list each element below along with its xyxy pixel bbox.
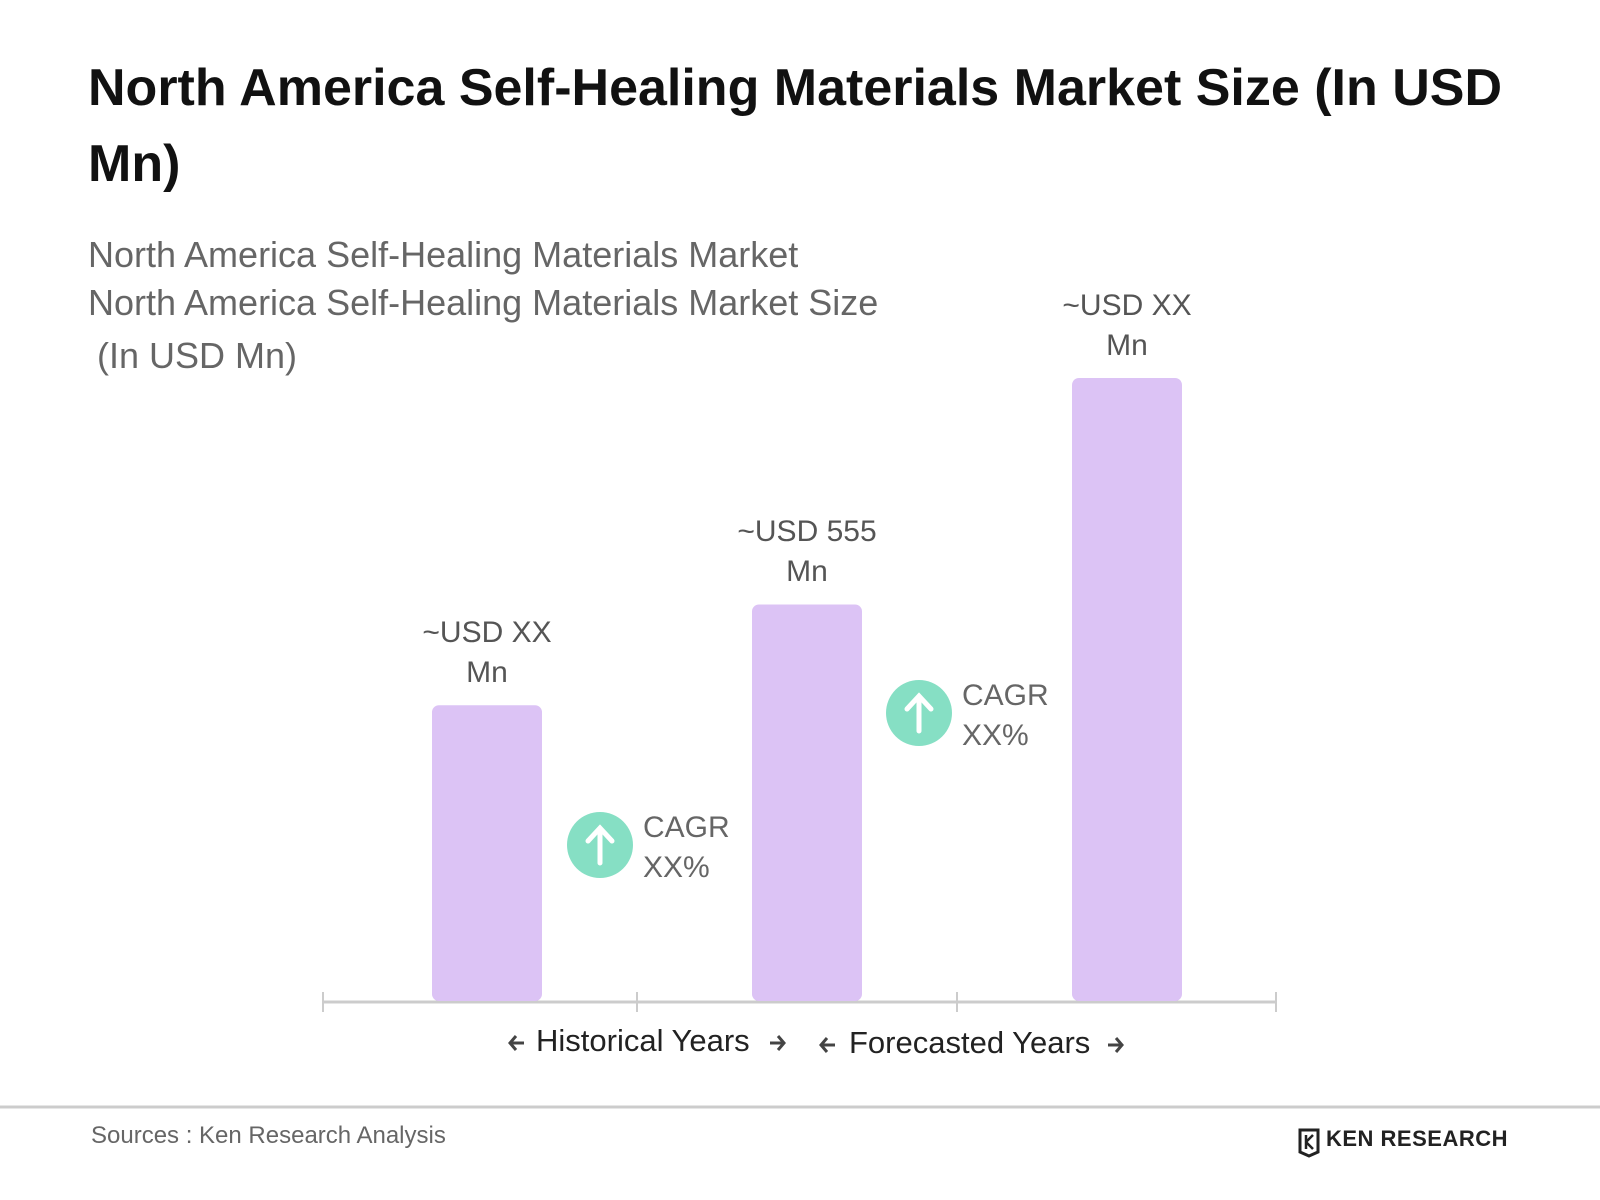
- cagr-arrow: [904, 692, 934, 734]
- period-arrows: [508, 1035, 1124, 1053]
- subtitle: (In USD Mn): [97, 335, 298, 376]
- chart-title: North America Self-Healing Materials Mar…: [88, 59, 1503, 193]
- logo-text: KEN RESEARCH: [1325, 1126, 1508, 1151]
- bar: [1072, 378, 1182, 1001]
- source: Sources : Ken Research Analysis: [91, 1122, 446, 1149]
- subtitle: North America Self-Healing Materials Mar…: [88, 234, 799, 275]
- period-label: Forecasted Years: [849, 1025, 1091, 1060]
- value-label: ~USD XX Mn: [422, 616, 552, 690]
- cagr-arrow: [585, 824, 615, 866]
- subtitle: North America Self-Healing Materials Mar…: [88, 282, 879, 323]
- bar: [432, 705, 542, 1001]
- value-label: ~USD 555 Mn: [737, 515, 877, 589]
- value-label: ~USD XX Mn: [1062, 289, 1192, 362]
- logo-icon: [1298, 1128, 1320, 1158]
- bar: [752, 604, 862, 1001]
- cagr-label: CAGR XX%: [962, 679, 1049, 752]
- cagr-label: CAGR XX%: [643, 811, 730, 884]
- period-label: Historical Years: [536, 1023, 750, 1058]
